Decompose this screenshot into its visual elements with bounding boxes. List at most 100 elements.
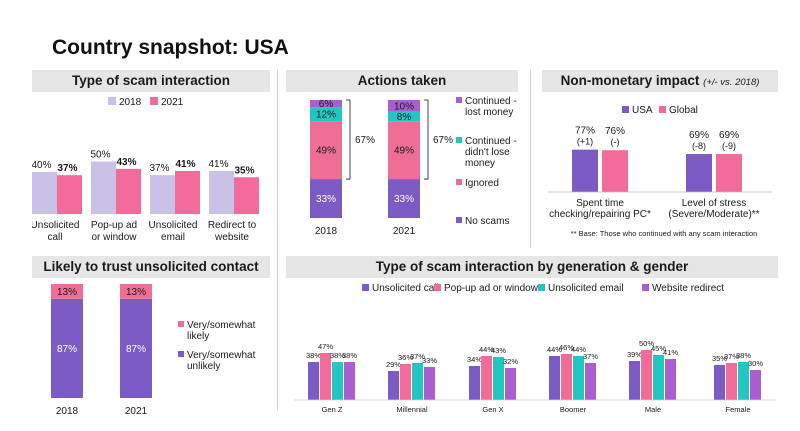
legend-label-usa: USA [632, 105, 653, 116]
data-label: 32% [503, 357, 518, 366]
legend-label: unlikely [187, 361, 220, 372]
data-label-global: 76% [605, 126, 625, 137]
year-label: 2018 [315, 226, 338, 237]
stack-segment [388, 121, 420, 180]
legend-swatch [456, 97, 462, 103]
data-label: 29% [386, 360, 401, 369]
stack-segment [310, 100, 342, 108]
bracket-label: 67% [433, 135, 453, 146]
bar-usa [572, 149, 598, 192]
category-label: Pop-up ad [91, 220, 137, 231]
group-label: Millennial [396, 405, 428, 414]
bar [481, 356, 492, 400]
legend-label: Continued - [465, 136, 517, 147]
data-label-usa: 69% [689, 130, 709, 141]
bar [493, 357, 504, 400]
legend-swatch-2021 [150, 97, 158, 105]
segment-label: 49% [316, 146, 336, 157]
group-label: Gen X [482, 405, 503, 414]
legend-swatch [456, 137, 462, 143]
stack-segment [51, 284, 83, 299]
delta-label-usa: (+1) [577, 137, 593, 147]
legend-label: Unsolicited call [372, 283, 439, 294]
bar [629, 361, 640, 400]
group-label: Boomer [560, 405, 587, 414]
bar [653, 355, 664, 400]
data-label: 38% [736, 351, 751, 360]
category-label: checking/repairing PC* [549, 209, 651, 220]
stack-segment [51, 298, 83, 398]
legend-label: Ignored [465, 178, 499, 189]
group-label: Gen Z [322, 405, 343, 414]
delta-label-global: (-) [611, 137, 620, 147]
bar-2021 [57, 175, 82, 214]
data-label: 39% [627, 350, 642, 359]
bar [549, 356, 560, 400]
non-monetary-chart: USA Global 77%(+1) 76%(-) Spent timechecking… [548, 105, 772, 238]
stack-segment [120, 298, 152, 398]
bar-2018 [209, 170, 234, 214]
bar [308, 362, 319, 400]
data-label: 30% [748, 359, 763, 368]
segment-label: 13% [57, 287, 77, 298]
page-title: Country snapshot: USA [52, 36, 289, 59]
stack-segment [388, 111, 420, 122]
non-monetary-title-note: (+/- vs. 2018) [703, 77, 760, 88]
data-label: 41% [663, 348, 678, 357]
stack-segment [310, 179, 342, 218]
segment-label: 87% [57, 344, 77, 355]
segment-label: 33% [394, 194, 414, 205]
data-label-2018: 41% [208, 159, 228, 170]
stack-segment [388, 179, 420, 218]
legend-label: No scams [465, 216, 509, 227]
data-label: 50% [639, 339, 654, 348]
legend-label: money [465, 158, 495, 169]
data-label: 46% [559, 343, 574, 352]
bar-2018 [32, 172, 57, 214]
data-label: 36% [398, 353, 413, 362]
data-label-2021: 35% [234, 165, 254, 176]
data-label-global: 69% [719, 130, 739, 141]
delta-label-global: (-9) [722, 141, 736, 151]
bar [332, 362, 343, 400]
bar [641, 350, 652, 400]
legend-label: likely [187, 331, 209, 342]
delta-label-usa: (-8) [692, 141, 706, 151]
bar [738, 362, 749, 400]
category-label: Unsolicited [149, 220, 198, 231]
category-label: Redirect to [208, 220, 257, 231]
data-label: 35% [712, 354, 727, 363]
legend-swatch [456, 217, 462, 223]
type-of-scam-header: Type of scam interaction [32, 70, 270, 92]
by-generation-header: Type of scam interaction by generation &… [286, 256, 778, 278]
bar-global [716, 154, 742, 192]
segment-label: 49% [394, 146, 414, 157]
data-label: 37% [410, 352, 425, 361]
bar [320, 353, 331, 400]
trust-header: Likely to trust unsolicited contact [32, 256, 270, 278]
year-label: 2018 [56, 406, 79, 417]
bar [412, 363, 423, 400]
segment-label: 33% [316, 194, 336, 205]
legend-label: didn't lose [465, 147, 510, 158]
non-monetary-header: Non-monetary impact (+/- vs. 2018) [542, 70, 778, 92]
data-label: 34% [467, 355, 482, 364]
bar [561, 354, 572, 400]
category-label: Spent time [576, 198, 624, 209]
bar-2021 [116, 168, 141, 214]
segment-label: 6% [319, 99, 334, 110]
bar [726, 363, 737, 400]
legend-label: Pop-up ad or window [444, 283, 539, 294]
divider-left [277, 70, 278, 410]
segment-label: 87% [126, 344, 146, 355]
legend-swatch-usa [622, 106, 629, 113]
segment-label: 12% [316, 110, 336, 121]
bracket [424, 99, 429, 180]
legend-swatch-global [659, 106, 666, 113]
data-label: 38% [342, 351, 357, 360]
legend-swatch [456, 179, 462, 185]
legend-label: Very/somewhat [187, 320, 256, 331]
bar [714, 365, 725, 400]
data-label-2021: 43% [116, 157, 136, 168]
